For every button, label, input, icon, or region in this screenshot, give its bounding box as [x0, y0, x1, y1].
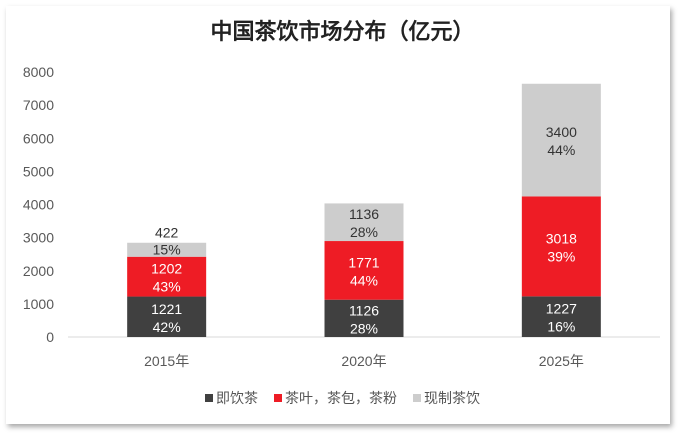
x-tick-label: 2015年	[144, 353, 189, 369]
bar-segment	[324, 203, 404, 242]
legend: 即饮茶 茶叶，茶包，茶粉 现制茶饮	[0, 388, 685, 408]
legend-item-ready-to-drink: 即饮茶	[205, 388, 258, 408]
y-tick-label: 7000	[23, 97, 54, 113]
data-label-value: 3400	[546, 124, 577, 140]
legend-label: 即饮茶	[216, 391, 258, 407]
data-label-percent: 28%	[350, 224, 378, 240]
bar-segment	[521, 196, 601, 297]
data-label-value: 1771	[348, 254, 379, 270]
y-tick-label: 5000	[23, 163, 54, 179]
data-label-value: 1202	[151, 261, 182, 277]
data-label-percent: 16%	[547, 319, 575, 335]
data-label-value: 1227	[546, 301, 577, 317]
data-label-percent: 44%	[350, 272, 378, 288]
legend-swatch	[413, 394, 421, 402]
data-label-value: 422	[155, 225, 179, 241]
data-label-percent: 44%	[547, 142, 575, 158]
data-label-percent: 15%	[153, 242, 181, 258]
y-tick-label: 6000	[23, 130, 54, 146]
data-label-percent: 39%	[547, 248, 575, 264]
data-label-value: 1136	[349, 206, 379, 222]
y-tick-label: 3000	[23, 230, 54, 246]
y-tick-label: 1000	[23, 296, 54, 312]
bar-segment	[127, 296, 207, 337]
y-tick-label: 2000	[23, 263, 54, 279]
legend-label: 现制茶饮	[424, 391, 480, 407]
data-label-percent: 28%	[350, 320, 378, 336]
data-label-percent: 42%	[153, 319, 181, 335]
legend-swatch	[274, 394, 282, 402]
data-label-value: 1126	[349, 302, 379, 318]
data-label-percent: 43%	[153, 279, 181, 295]
y-tick-label: 4000	[23, 197, 54, 213]
legend-label: 茶叶，茶包，茶粉	[285, 391, 397, 407]
legend-item-tea-leaves: 茶叶，茶包，茶粉	[274, 388, 397, 408]
chart-title: 中国茶饮市场分布（亿元）	[210, 20, 475, 45]
bar-segment	[324, 241, 404, 300]
y-tick-label: 0	[46, 329, 54, 345]
bar-segment	[324, 299, 404, 337]
data-label-value: 3018	[546, 230, 577, 246]
x-tick-label: 2020年	[341, 353, 386, 369]
bar-segment	[127, 242, 207, 257]
bar-segment	[521, 296, 601, 337]
legend-swatch	[205, 394, 213, 402]
bar-segment	[127, 256, 207, 297]
x-tick-label: 2025年	[539, 353, 584, 369]
legend-item-fresh-tea: 现制茶饮	[413, 388, 480, 408]
data-label-value: 1221	[151, 301, 182, 317]
y-tick-label: 8000	[23, 64, 54, 80]
bar-segment	[521, 83, 601, 197]
